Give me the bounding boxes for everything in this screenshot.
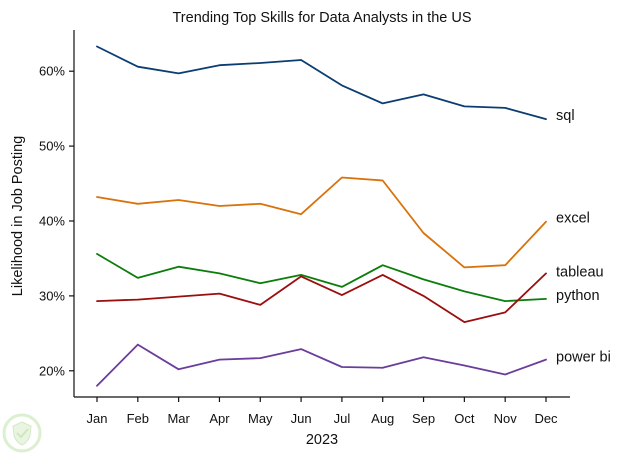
series-line-excel — [96, 176, 547, 269]
x-tick-label: Oct — [454, 411, 475, 426]
series-group — [96, 45, 547, 387]
x-tick-label: Feb — [127, 411, 149, 426]
y-axis-label: Likelihood in Job Posting — [10, 136, 26, 296]
x-tick-label: Jan — [87, 411, 108, 426]
x-axis-label: 2023 — [306, 432, 338, 448]
series-line-sql — [96, 45, 547, 120]
y-tick-label: 40% — [39, 213, 65, 228]
y-tick-label: 60% — [39, 64, 65, 79]
y-tick-label: 50% — [39, 139, 65, 154]
series-line-tableau — [96, 272, 547, 324]
x-tick-label: Aug — [371, 411, 394, 426]
chart-title: Trending Top Skills for Data Analysts in… — [172, 10, 471, 26]
series-label-excel: excel — [556, 211, 590, 227]
x-tick-label: Sep — [412, 411, 435, 426]
series-label-power-bi: power bi — [556, 350, 611, 366]
series-label-sql: sql — [556, 108, 575, 124]
shield-logo-icon — [2, 413, 42, 453]
series-line-python — [96, 252, 547, 303]
series-label-tableau: tableau — [556, 264, 604, 280]
y-tick-label: 30% — [39, 288, 65, 303]
series-labels: sql excel python tableau power bi — [556, 108, 611, 365]
x-ticks: Jan Feb Mar Apr May Jun Jul Aug Sep Oct Nov Dec — [87, 397, 558, 426]
x-tick-label: Nov — [494, 411, 518, 426]
x-tick-label: Mar — [167, 411, 190, 426]
x-tick-label: May — [248, 411, 273, 426]
series-label-python: python — [556, 288, 600, 304]
x-tick-label: Apr — [209, 411, 230, 426]
x-tick-label: Jun — [291, 411, 312, 426]
x-tick-label: Jul — [334, 411, 351, 426]
x-tick-label: Dec — [534, 411, 558, 426]
y-tick-label: 20% — [39, 363, 65, 378]
series-line-power-bi — [96, 343, 547, 387]
y-ticks: 20% 30% 40% 50% 60% — [39, 64, 74, 378]
